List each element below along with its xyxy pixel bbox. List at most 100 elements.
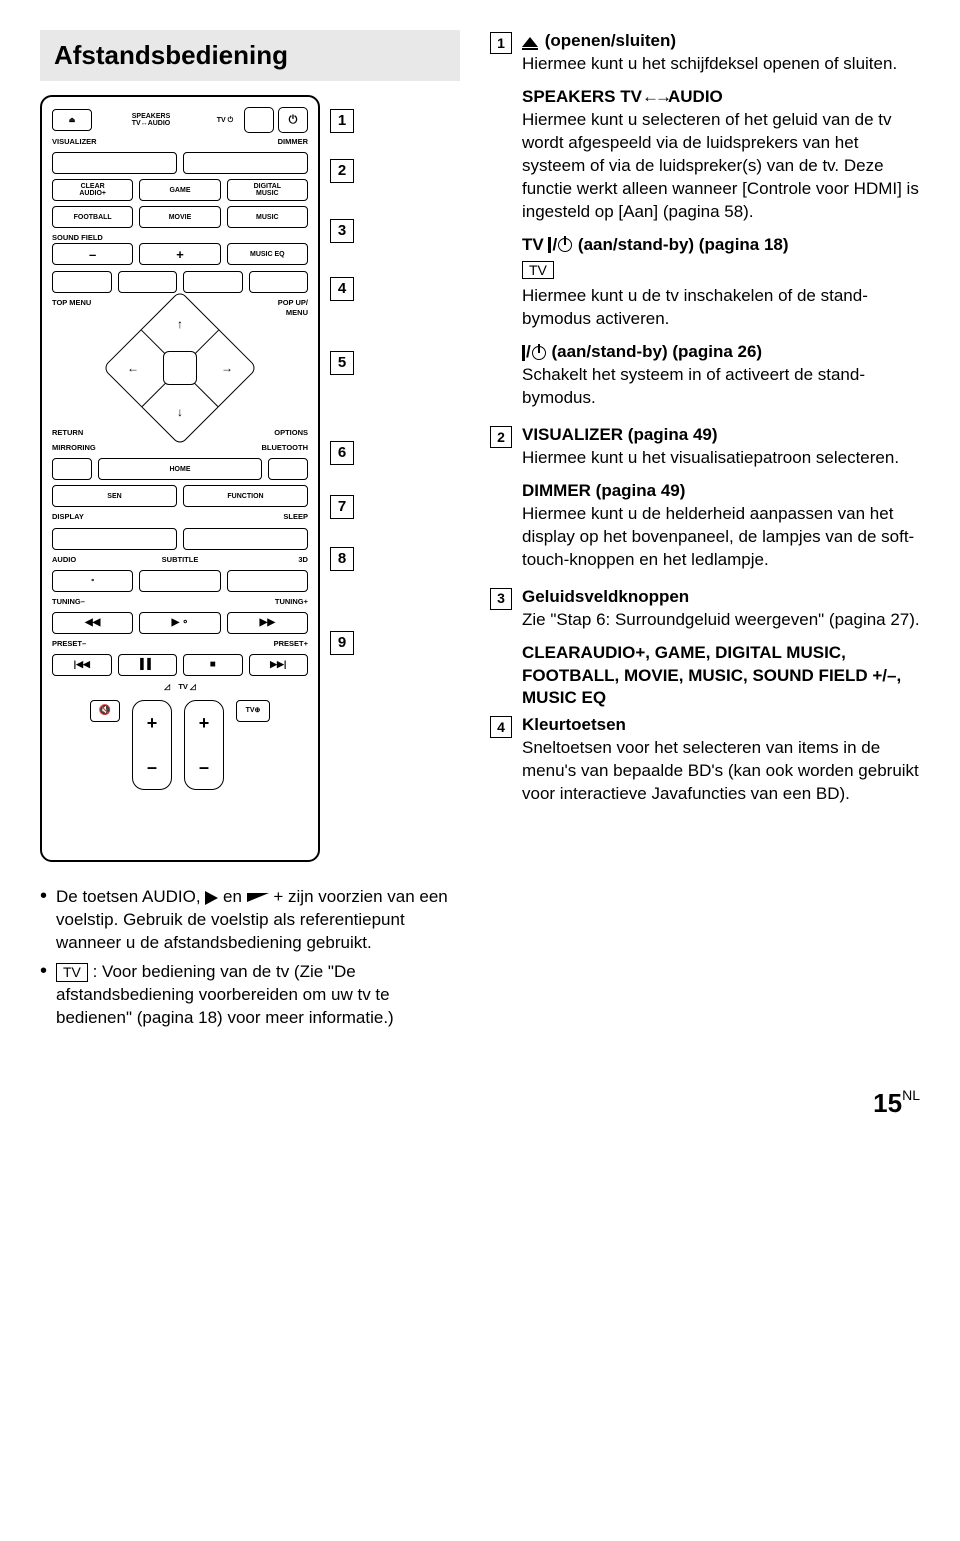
music-button: MUSIC [227,206,308,228]
descriptions: 1 (openen/sluiten) Hiermee kunt u het sc… [490,30,920,1036]
play-icon [205,891,218,905]
tv-input-button: TV⊕ [236,700,270,722]
audio-label: AUDIO [52,555,133,565]
entry1-desc2: Hiermee kunt u selecteren of het geluid … [522,109,920,224]
subtitle-button [139,570,220,592]
tv-volume-rocker: +– [184,700,224,790]
entry3-desc1: Zie "Stap 6: Surroundgeluid weergeven" (… [522,609,920,632]
digital-music-button: DIGITALMUSIC [227,179,308,201]
color-button-2 [118,271,178,293]
tv-badge-entry: TV [522,261,554,280]
volume-icon [247,893,269,902]
mute-button: 🔇 [90,700,120,722]
play-button: ▶ ∘ [139,612,220,634]
tv-badge: TV [56,963,88,982]
bluetooth-button [268,458,308,480]
power-button: ⏻ [278,107,308,133]
stop-button: ■ [183,654,243,676]
subtitle-label: SUBTITLE [139,555,220,565]
dimmer-label: DIMMER [183,137,308,147]
entry1-desc4: Schakelt het systeem in of activeert de … [522,364,920,410]
soundfield-plus: + [139,243,220,265]
threeD-label: 3D [227,555,308,565]
options-label: OPTIONS [274,428,308,438]
tuning-plus-label: TUNING+ [183,597,308,607]
sen-button: SEN [52,485,177,507]
game-button: GAME [139,179,220,201]
soundfield-label: SOUND FIELD [52,233,308,243]
callout-8: 8 [330,547,354,571]
entry2-desc1: Hiermee kunt u het visualisatiepatroon s… [522,447,920,470]
mirroring-label: MIRRORING [52,443,177,453]
soundfield-minus: – [52,243,133,265]
forward-button: ▶▶ [227,612,308,634]
entry1-title1: (openen/sluiten) [522,30,920,53]
page-number: 15 [873,1088,902,1118]
entry4-title1: Kleurtoetsen [522,714,920,737]
return-label: RETURN [52,428,83,438]
sleep-button [183,528,308,550]
color-button-1 [52,271,112,293]
entry-num-4: 4 [490,716,512,738]
next-button: ▶▶| [249,654,309,676]
football-button: FOOTBALL [52,206,133,228]
musiceq-button: MUSIC EQ [227,243,308,265]
topmenu-label: TOP MENU [52,298,91,308]
color-button-3 [183,271,243,293]
left-notes: De toetsen AUDIO, en + zijn voorzien van… [40,886,460,1030]
callout-1: 1 [330,109,354,133]
visualizer-label: VISUALIZER [52,137,177,147]
rewind-button: ◀◀ [52,612,133,634]
callout-2: 2 [330,159,354,183]
page-footer: 15NL [40,1086,920,1121]
nav-center-button [163,351,197,385]
prev-button: |◀◀ [52,654,112,676]
volume-rocker: +– [132,700,172,790]
popup-label: POP UP/MENU [278,298,308,318]
movie-button: MOVIE [139,206,220,228]
pause-button: ▌▌ [118,654,178,676]
bluetooth-label: BLUETOOTH [183,443,308,453]
callout-9: 9 [330,631,354,655]
entry4-desc1: Sneltoetsen voor het selecteren van item… [522,737,920,806]
entry1-title3: TV / (aan/stand-by) (pagina 18) [522,234,920,257]
page-heading: Afstandsbediening [40,30,460,81]
audio-button: ∘ [52,570,133,592]
callout-3: 3 [330,219,354,243]
nav-up-icon: ↑ [177,316,183,332]
entry-num-1: 1 [490,32,512,54]
page-suffix: NL [902,1087,920,1103]
mirroring-button [52,458,92,480]
eject-button: ⏏ [52,109,92,131]
function-button: FUNCTION [183,485,308,507]
dimmer-button [183,152,308,174]
note-voelstip: De toetsen AUDIO, en + zijn voorzien van… [40,886,460,955]
home-button: HOME [98,458,262,480]
entry3-title1: Geluidsveldknoppen [522,586,920,609]
tv-vol-label: ◿ TV ◿ [52,682,308,692]
callout-numbers: 1 2 3 4 5 6 7 8 9 [330,95,354,655]
power-icon-2 [532,346,546,360]
nav-right-icon: → [221,360,233,376]
remote-illustration: ⏏ SPEAKERSTV↔AUDIO TV ⏻ ⏻ VISUALIZER DIM… [40,95,320,862]
entry1-title4: / (aan/stand-by) (pagina 26) [522,341,920,364]
tv-power-button [244,107,274,133]
entry1-title2: SPEAKERS TV←→AUDIO [522,86,920,109]
power-icon [558,238,572,252]
speakers-label: SPEAKERSTV↔AUDIO [96,113,206,127]
tv-power-label: TV ⏻ [210,117,240,124]
threeD-button [227,570,308,592]
entry1-desc1: Hiermee kunt u het schijfdeksel openen o… [522,53,920,76]
visualizer-button [52,152,177,174]
entry-num-3: 3 [490,588,512,610]
entry2-title2: DIMMER (pagina 49) [522,480,920,503]
display-button [52,528,177,550]
entry2-desc2: Hiermee kunt u de helderheid aanpassen v… [522,503,920,572]
entry1-desc3: Hiermee kunt u de tv inschakelen of de s… [522,285,920,331]
preset-plus-label: PRESET+ [183,639,308,649]
entry2-title1: VISUALIZER (pagina 49) [522,424,920,447]
nav-left-icon: ← [127,360,139,376]
callout-4: 4 [330,277,354,301]
callout-5: 5 [330,351,354,375]
tuning-minus-label: TUNING– [52,597,177,607]
